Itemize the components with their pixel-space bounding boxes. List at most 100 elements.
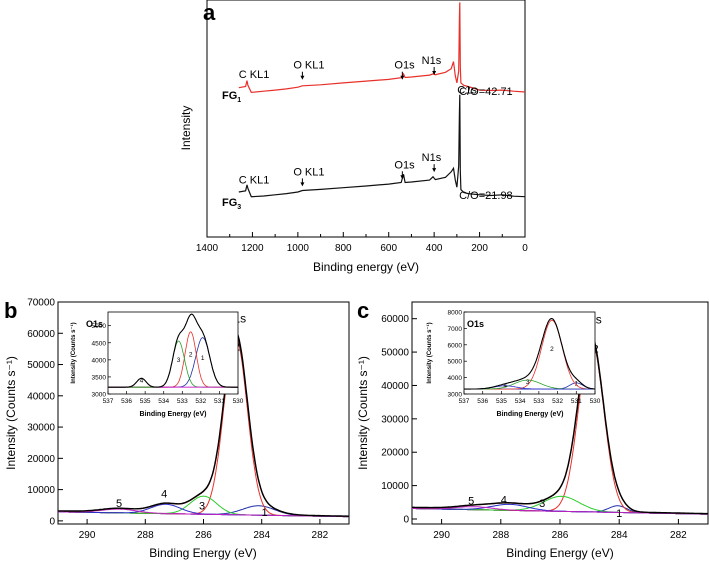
panel-a-series-label-fg3: FG3: [222, 197, 241, 211]
panel-b-inset-frame: [107, 311, 239, 395]
panel-a-x-tick-label: 1000: [287, 243, 310, 254]
panel-a-annotation-fg1: O KL1: [293, 60, 324, 72]
panel-a-annotation-fg3: C KL1: [239, 175, 270, 187]
panel-c-y-axis-label: Intensity (Counts s⁻¹): [356, 356, 370, 470]
panel-b-y-tick-label: 0: [49, 516, 55, 527]
panel-b-inset: O1s 537 536 535 534 533 532 531 530 3000 3500 4000…: [70, 311, 244, 418]
panel-c-x-tick-label: 288: [492, 530, 509, 541]
panel-c-c1s-spectrum: c 290 288 286 284 282 0 10000 20000 30000 40000 50…: [356, 298, 709, 560]
panel-a-annotation-fg1: O1s: [394, 60, 415, 72]
panel-a-label: a: [203, 0, 216, 25]
panel-b-axes: 290 288 286 284 282 0 10000 20000 30000 40000 5000…: [27, 298, 328, 542]
panel-b-inset-y-tick-label: 4000: [92, 357, 107, 364]
panel-c-inset-x-tick-label: 535: [496, 398, 507, 405]
panel-c-inset-y-tick-label: 3000: [448, 392, 463, 399]
panel-c-axes: 290 288 286 284 282 0 10000 20000 30000 40000 5000…: [381, 314, 687, 541]
panel-b-x-tick-label: 290: [79, 530, 96, 541]
panel-a-annotation-fg3: C/O=21.98: [459, 190, 513, 202]
panel-b-y-tick-label: 40000: [27, 391, 55, 402]
panel-a-annotation-fg1: N1s: [422, 55, 442, 67]
panel-c-peak-label: 3: [539, 498, 545, 510]
panel-c-inset-curves: 1 2 3 4: [464, 318, 596, 390]
panel-c-inset: O1s 537 536 535 534 533 532 531 530 3000 4000 5000…: [426, 310, 601, 419]
panel-b-curves: [58, 331, 350, 518]
panel-a-annotation-arrowhead: [300, 75, 305, 80]
panel-b-inset-y-tick-label: 3500: [92, 374, 107, 381]
panel-c-inset-component-label: 4: [503, 382, 507, 389]
panel-c-inset-y-tick-label: 6000: [448, 342, 463, 349]
panel-c-x-tick-label: 290: [433, 530, 450, 541]
panel-b-peak-label: 5: [116, 498, 122, 510]
panel-b-envelope: [58, 331, 349, 517]
panel-b-inset-component-label: 4: [140, 377, 144, 384]
panel-c-y-tick-label: 0: [403, 514, 409, 525]
panel-a-x-tick-label: 400: [426, 243, 443, 254]
panel-b-x-tick-label: 284: [253, 530, 270, 541]
panel-c-x-axis-label: Binding Energy (eV): [506, 546, 613, 560]
panel-a-x-tick-label: 1200: [241, 243, 264, 254]
panel-b-inset-y-axis-label: Intensity (Counts s⁻¹): [70, 322, 77, 383]
panel-a-annotation-fg3: C1s: [457, 85, 477, 97]
panel-b-inset-envelope: [108, 313, 238, 388]
panel-c-inset-component-label: 3: [526, 379, 530, 386]
panel-c-y-tick-label: 60000: [381, 314, 409, 325]
panel-b-inset-x-tick-label: 531: [214, 398, 225, 405]
panel-c-inset-x-tick-label: 536: [477, 398, 488, 405]
panel-c-envelope: [412, 332, 709, 515]
panel-b-x-tick-label: 286: [195, 530, 212, 541]
panel-b-inset-x-tick-label: 537: [103, 398, 114, 405]
panel-c-y-tick-label: 40000: [381, 381, 409, 392]
panel-a-x-tick-label: 0: [522, 243, 528, 254]
panel-c-y-tick-label: 10000: [381, 481, 409, 492]
panel-b-peak-label: 1: [262, 507, 268, 519]
panel-b-peak-label: 4: [161, 489, 167, 501]
panel-c-inset-x-tick-label: 530: [590, 398, 601, 405]
panel-c-y-tick-label: 20000: [381, 448, 409, 459]
panel-a-x-tick-label: 200: [471, 243, 488, 254]
panel-b-inset-x-axis-label: Binding Energy (eV): [140, 411, 207, 418]
panel-c-inset-x-tick-label: 531: [571, 398, 582, 405]
panel-c-y-tick-label: 30000: [381, 414, 409, 425]
panel-a-series-fg3: [238, 94, 526, 198]
panel-c-peak-label: 5: [468, 496, 474, 508]
panel-b-y-tick-label: 30000: [27, 423, 55, 434]
panel-a-annotation-arrowhead: [400, 75, 405, 80]
panel-b-x-tick-label: 288: [137, 530, 154, 541]
panel-b-y-axis-label: Intensity (Counts s⁻¹): [4, 356, 18, 470]
panel-a-series-fg1: [238, 2, 526, 94]
panel-c-peak-label: 2: [592, 344, 598, 356]
panel-a-survey-spectra: a 1400 1200 1000 800 600 400 200 0 C KL1 O KL1 O1…: [179, 0, 528, 274]
panel-b-inset-component-label: 1: [201, 355, 205, 362]
panel-b-inset-y-tick-label: 4500: [92, 340, 107, 347]
panel-c-y-tick-label: 50000: [381, 348, 409, 359]
panel-a-x-axis: 1400 1200 1000 800 600 400 200 0: [196, 232, 528, 254]
panel-b-inset-x-tick-label: 534: [158, 398, 169, 405]
panel-b-inset-title: O1s: [86, 319, 103, 329]
panel-c-peak-label: 1: [616, 508, 622, 520]
panel-b-inset-component-label: 3: [177, 357, 181, 364]
panel-b-y-tick-label: 60000: [27, 329, 55, 340]
panel-a-annotation-fg1: C1s: [457, 0, 477, 2]
panel-b-inset-component-label: 2: [189, 352, 193, 359]
panel-a-series-label-fg1: FG1: [222, 90, 241, 104]
panel-a-annotation-fg1: C/O=42.71: [459, 86, 513, 98]
panel-c-inset-title: O1s: [467, 319, 484, 329]
panel-c-inset-y-tick-label: 5000: [448, 359, 463, 366]
panel-a-x-tick-label: 800: [335, 243, 352, 254]
panel-a-x-tick-label: 1400: [196, 243, 219, 254]
panel-c-peak-label: 4: [501, 494, 507, 506]
panel-b-c1s-spectrum: b 290 288 286 284 282 0 10000 20000 30000 40000 50…: [4, 298, 350, 560]
panel-b-inset-y-tick-label: 3000: [92, 392, 107, 399]
panel-c-x-tick-label: 282: [670, 530, 687, 541]
panel-b-x-tick-label: 282: [312, 530, 329, 541]
panel-c-inset-y-tick-label: 4000: [448, 375, 463, 382]
panel-b-y-tick-label: 70000: [27, 298, 55, 309]
panel-c-inset-x-axis-label: Binding Energy (eV): [497, 411, 564, 418]
panel-b-peak-label: 3: [199, 501, 205, 513]
panel-c-x-tick-label: 286: [552, 530, 569, 541]
panel-b-inset-x-tick-label: 532: [195, 398, 206, 405]
panel-b-y-tick-label: 20000: [27, 454, 55, 465]
panel-b-y-tick-label: 10000: [27, 485, 55, 496]
